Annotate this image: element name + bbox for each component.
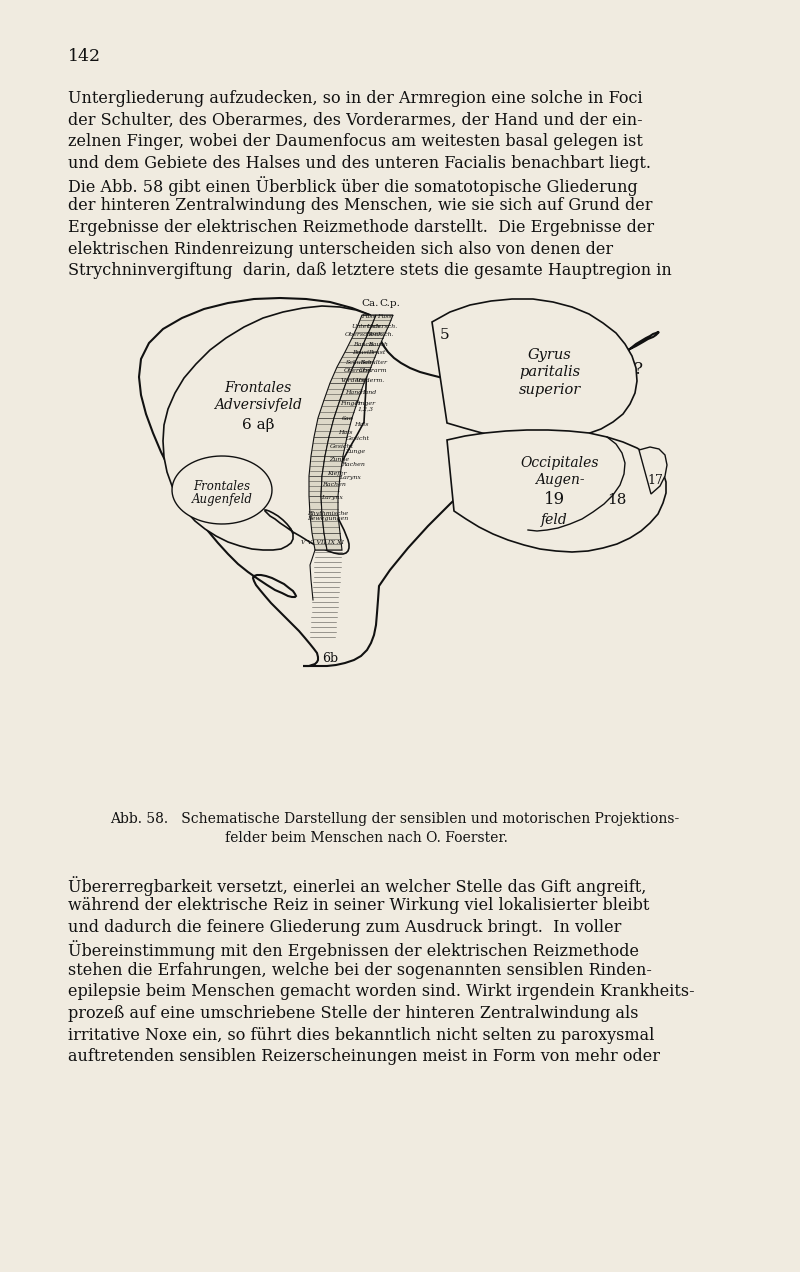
Text: prozeß auf eine umschriebene Stelle der hinteren Zentralwindung als: prozeß auf eine umschriebene Stelle der … <box>68 1005 638 1021</box>
Text: Hand: Hand <box>345 389 362 394</box>
Text: Übereinstimmung mit den Ergebnissen der elektrischen Reizmethode: Übereinstimmung mit den Ergebnissen der … <box>68 940 639 960</box>
Text: C.p.: C.p. <box>379 299 401 308</box>
Text: Obersch.: Obersch. <box>366 332 394 337</box>
Text: Finger
1,2,3: Finger 1,2,3 <box>354 401 376 411</box>
Text: Gyrus: Gyrus <box>528 349 572 363</box>
Text: feld: feld <box>541 513 567 527</box>
Polygon shape <box>309 315 376 550</box>
Text: Untersch.: Untersch. <box>366 323 398 328</box>
Text: 6b: 6b <box>322 653 338 665</box>
Text: 19: 19 <box>543 491 565 509</box>
Text: Rachen: Rachen <box>341 463 365 468</box>
Text: Bauch: Bauch <box>353 341 373 346</box>
Text: Strychninvergiftung  darin, daß letztere stets die gesamte Hauptregion in: Strychninvergiftung darin, daß letztere … <box>68 262 672 279</box>
Polygon shape <box>139 298 659 667</box>
Text: Gesicht: Gesicht <box>346 435 370 440</box>
Text: Finger: Finger <box>340 402 362 407</box>
Text: 17: 17 <box>647 473 663 486</box>
Text: Abb. 58.   Schematische Darstellung der sensiblen und motorischen Projektions-: Abb. 58. Schematische Darstellung der se… <box>110 812 679 826</box>
Text: Zunge: Zunge <box>346 449 366 454</box>
Text: Rachen: Rachen <box>322 482 346 487</box>
Text: Untergliederung aufzudecken, so in der Armregion eine solche in Foci: Untergliederung aufzudecken, so in der A… <box>68 90 642 107</box>
Polygon shape <box>321 315 393 550</box>
Polygon shape <box>172 455 272 524</box>
Text: Larynx: Larynx <box>339 476 361 481</box>
Text: Ergebnisse der elektrischen Reizmethode darstellt.  Die Ergebnisse der: Ergebnisse der elektrischen Reizmethode … <box>68 219 654 237</box>
Text: Die Abb. 58 gibt einen Überblick über die somatotopische Gliederung: Die Abb. 58 gibt einen Überblick über di… <box>68 176 638 196</box>
Text: während der elektrische Reiz in seiner Wirkung viel lokalisierter bleibt: während der elektrische Reiz in seiner W… <box>68 898 650 915</box>
Text: und dem Gebiete des Halses und des unteren Facialis benachbart liegt.: und dem Gebiete des Halses und des unter… <box>68 154 651 172</box>
Text: irritative Noxe ein, so führt dies bekanntlich nicht selten zu paroxysmal: irritative Noxe ein, so führt dies bekan… <box>68 1027 654 1043</box>
Text: Larynx: Larynx <box>321 495 342 500</box>
Text: Occipitales: Occipitales <box>521 455 599 469</box>
Text: der hinteren Zentralwindung des Menschen, wie sie sich auf Grund der: der hinteren Zentralwindung des Menschen… <box>68 197 653 215</box>
Text: superior: superior <box>519 383 581 397</box>
Text: 142: 142 <box>68 48 101 65</box>
Text: epilepsie beim Menschen gemacht worden sind. Wirkt irgendein Krankheits-: epilepsie beim Menschen gemacht worden s… <box>68 983 694 1001</box>
Text: Ca.: Ca. <box>362 299 378 308</box>
Text: Oberarm: Oberarm <box>343 369 372 374</box>
Text: Hals: Hals <box>338 430 352 435</box>
Text: 6aα: 6aα <box>342 416 354 421</box>
Text: Rhythmische
Bewegungen: Rhythmische Bewegungen <box>307 510 349 522</box>
Text: Zunge: Zunge <box>330 458 350 463</box>
Text: Oberschenk.: Oberschenk. <box>345 332 385 337</box>
Text: auftretenden sensiblen Reizerscheinungen meist in Form von mehr oder: auftretenden sensiblen Reizerscheinungen… <box>68 1048 660 1065</box>
Text: Augenfeld: Augenfeld <box>191 494 253 506</box>
Polygon shape <box>163 307 370 555</box>
Text: Frontales: Frontales <box>194 480 250 492</box>
Text: Hals: Hals <box>354 421 369 426</box>
Text: Fuss: Fuss <box>377 314 391 319</box>
Text: Schulter: Schulter <box>361 360 388 365</box>
Text: Gesicht: Gesicht <box>330 444 354 449</box>
Text: stehen die Erfahrungen, welche bei der sogenannten sensiblen Rinden-: stehen die Erfahrungen, welche bei der s… <box>68 962 652 979</box>
Text: 6 aβ: 6 aβ <box>242 418 274 432</box>
Text: Adversivfeld: Adversivfeld <box>214 398 302 412</box>
Text: Brust: Brust <box>353 351 370 355</box>
Text: Untersch.: Untersch. <box>351 323 382 328</box>
Text: und dadurch die feinere Gliederung zum Ausdruck bringt.  In voller: und dadurch die feinere Gliederung zum A… <box>68 918 622 936</box>
Text: felder beim Menschen nach O. Foerster.: felder beim Menschen nach O. Foerster. <box>225 831 508 845</box>
Polygon shape <box>432 299 637 441</box>
Text: Augen-: Augen- <box>535 473 585 487</box>
Text: Kiefer: Kiefer <box>327 471 346 476</box>
Text: Bauch: Bauch <box>368 341 388 346</box>
Text: paritalis: paritalis <box>519 365 581 379</box>
Polygon shape <box>447 430 666 552</box>
Text: V VI VII IX XI: V VI VII IX XI <box>301 539 344 544</box>
Text: 18: 18 <box>607 494 626 508</box>
Text: zelnen Finger, wobei der Daumenfocus am weitesten basal gelegen ist: zelnen Finger, wobei der Daumenfocus am … <box>68 134 643 150</box>
Text: Hand: Hand <box>359 389 377 394</box>
Text: Oberarm: Oberarm <box>358 369 387 374</box>
Polygon shape <box>639 446 667 494</box>
Text: der Schulter, des Oberarmes, des Vorderarmes, der Hand und der ein-: der Schulter, des Oberarmes, des Vordera… <box>68 112 642 128</box>
Text: Übererregbarkeit versetzt, einerlei an welcher Stelle das Gift angreift,: Übererregbarkeit versetzt, einerlei an w… <box>68 876 646 895</box>
Text: Frontales: Frontales <box>224 382 292 396</box>
Text: Brust: Brust <box>368 351 385 355</box>
Text: Fuss: Fuss <box>361 314 376 319</box>
Text: Vorderm.: Vorderm. <box>341 379 370 383</box>
Text: Schulter: Schulter <box>346 360 373 365</box>
Text: 5: 5 <box>440 328 450 342</box>
Text: ?: ? <box>634 361 643 379</box>
Text: Vorderm.: Vorderm. <box>356 379 385 383</box>
Text: elektrischen Rindenreizung unterscheiden sich also von denen der: elektrischen Rindenreizung unterscheiden… <box>68 240 613 257</box>
